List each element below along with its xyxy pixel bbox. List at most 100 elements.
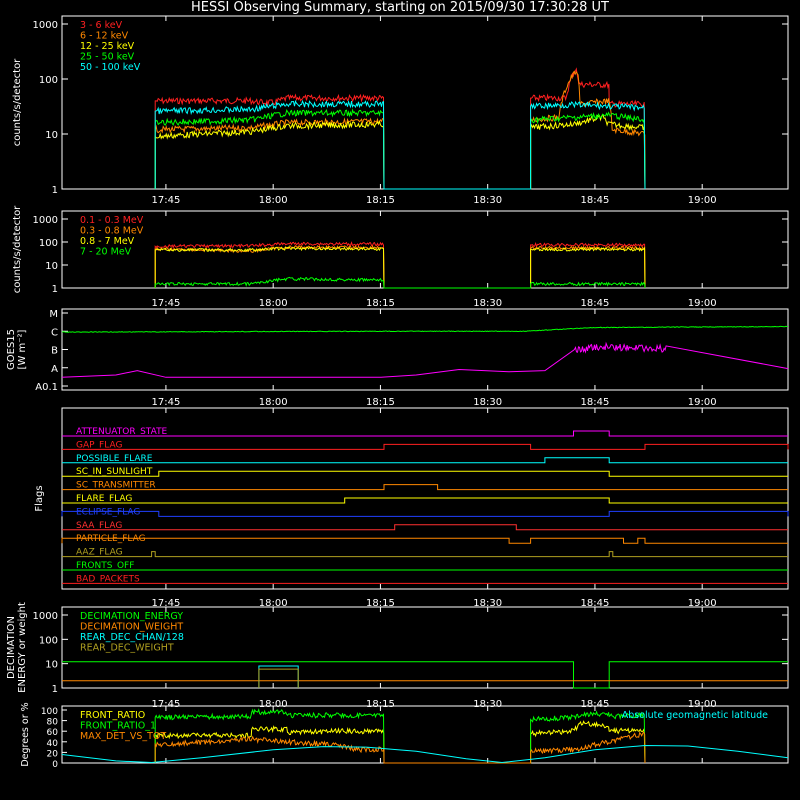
flag-label-possible-flare: POSSIBLE_FLARE [76, 454, 153, 464]
high_energy_rates-ytick-label: 100 [39, 238, 58, 249]
goes-ylabel: GOES15 [6, 329, 17, 370]
time-tick-label: 18:30 [473, 397, 502, 408]
flag-line-particle-flag [61, 537, 788, 544]
time-tick-label: 17:45 [152, 598, 181, 609]
low_energy_rates-ytick-label: 1000 [33, 20, 58, 31]
low_energy_rates-series-3-6-keV [154, 67, 646, 190]
flag-label-fronts-off: FRONTS_OFF [76, 561, 134, 571]
low_energy_rates-series-12-25-keV [154, 114, 646, 190]
low_energy_rates-legend-entry: 50 - 100 keV [80, 62, 141, 73]
low_energy_rates-ylabel: counts/s/detector [12, 58, 23, 146]
low_energy_rates-legend-entry: 25 - 50 keV [80, 52, 135, 63]
time-tick-label: 18:30 [473, 298, 502, 309]
flag-line-aaz-flag [62, 551, 788, 558]
time-tick-label: 18:00 [259, 298, 288, 309]
flag-line-attenuator-state [62, 430, 788, 437]
high_energy_rates-ylabel: counts/s/detector [12, 205, 23, 293]
ratios-ytick-label: 20 [47, 749, 59, 759]
low_energy_rates-ytick-label: 100 [39, 75, 58, 86]
goes-ytick-label: M [49, 309, 58, 320]
flags-frame [61, 407, 789, 590]
goes-ylabel-units: [W m⁻²] [17, 329, 28, 369]
time-tick-label: 18:30 [473, 195, 502, 206]
time-tick-label: 18:15 [366, 298, 395, 309]
flag-label-sc-transmitter: SC_TRANSMITTER [76, 481, 156, 491]
low_energy_rates-series-50-100-keV [154, 99, 646, 190]
ratios-series-front_ratio_1 [154, 708, 646, 764]
decimation-ytick-label: 1000 [33, 611, 58, 622]
time-tick-label: 18:30 [473, 598, 502, 609]
time-tick-label: 18:00 [259, 397, 288, 408]
time-tick-label: 18:45 [581, 598, 610, 609]
goes-ytick-label: A [51, 364, 58, 375]
ratios-ylabel: Degrees or % [20, 702, 31, 766]
flag-line-sc-in-sunlight [62, 470, 788, 477]
decimation-series-decimation_energy [62, 661, 788, 689]
flag-line-saa-flag [62, 524, 788, 531]
high_energy_rates-ytick-label: 1 [52, 284, 58, 295]
time-tick-label: 17:45 [152, 195, 181, 206]
high_energy_rates-legend-entry: 0.3 - 0.8 MeV [80, 226, 144, 237]
decimation-legend-entry: DECIMATION_WEIGHT [80, 622, 183, 633]
time-tick-label: 18:45 [581, 195, 610, 206]
flag-line-sc-transmitter [62, 484, 788, 491]
ratios-legend-entry: FRONT_RATIO_1 [80, 721, 156, 732]
ratios-ytick-label: 0 [52, 760, 58, 770]
time-tick-label: 18:45 [581, 397, 610, 408]
high_energy_rates-legend-entry: 0.1 - 0.3 MeV [80, 215, 144, 226]
time-tick-label: 18:15 [366, 598, 395, 609]
high_energy_rates-legend-entry: 7 - 20 MeV [80, 247, 132, 258]
ratios-legend-entry: FRONT_RATIO [80, 710, 145, 721]
low_energy_rates-legend-entry: 12 - 25 keV [80, 41, 135, 52]
chart-title: HESSI Observing Summary, starting on 201… [191, 0, 609, 15]
decimation-ylabel: DECIMATION [6, 616, 17, 679]
high_energy_rates-series-0-3-0-8-MeV [154, 244, 646, 289]
time-tick-label: 18:30 [473, 699, 502, 710]
goes-frame [61, 308, 789, 391]
decimation-ylabel-2: ENERGY or weight [17, 602, 28, 693]
time-tick-label: 18:15 [366, 397, 395, 408]
decimation-legend-entry: DECIMATION_ENERGY [80, 611, 183, 622]
ratios-series-max_det_vs_tot [154, 730, 646, 764]
ratios-ytick-label: 40 [47, 739, 59, 749]
time-tick-label: 18:00 [259, 195, 288, 206]
time-tick-label: 19:00 [688, 699, 717, 710]
time-tick-label: 17:45 [152, 397, 181, 408]
decimation-ytick-label: 100 [39, 635, 58, 646]
flag-line-eclipse-flag [61, 510, 789, 517]
low_energy_rates-ytick-label: 10 [45, 130, 58, 141]
flag-label-saa-flag: SAA_FLAG [76, 521, 122, 531]
decimation-frame [61, 606, 789, 689]
flag-line-possible-flare [62, 457, 788, 464]
low_energy_rates-series-25-50-keV [154, 108, 646, 190]
goes-ytick-label: A0.1 [35, 382, 58, 393]
time-tick-label: 18:15 [366, 699, 395, 710]
low_energy_rates-ytick-label: 1 [52, 185, 58, 196]
decimation-series-rear_dec_weight [258, 668, 299, 688]
ratios-series-front_ratio [154, 720, 646, 764]
decimation-ytick-label: 1 [52, 684, 58, 695]
low_energy_rates-legend-entry: 3 - 6 keV [80, 20, 123, 31]
high_energy_rates-series-0-1-0-3-MeV [154, 241, 646, 289]
flag-label-particle-flag: PARTICLE_FLAG [76, 534, 146, 544]
low_energy_rates-legend-entry: 6 - 12 keV [80, 31, 129, 42]
ratios-legend-entry: MAX_DET_VS_TOT [80, 731, 166, 742]
flag-label-sc-in-sunlight: SC_IN_SUNLIGHT [76, 467, 153, 477]
goes-series-short-channel [61, 341, 789, 378]
ratios-annotation: Absolute geomagnetic latitude [622, 710, 768, 721]
flags-ylabel: Flags [34, 485, 45, 511]
time-tick-label: 19:00 [688, 598, 717, 609]
time-tick-label: 18:00 [259, 699, 288, 710]
high_energy_rates-ytick-label: 1000 [33, 215, 58, 226]
decimation-legend-entry: REAR_DEC_WEIGHT [80, 643, 174, 654]
flag-label-attenuator-state: ATTENUATOR_STATE [76, 427, 168, 437]
high_energy_rates-legend-entry: 0.8 - 7 MeV [80, 236, 135, 247]
flag-label-gap-flag: GAP_FLAG [76, 440, 122, 450]
flag-line-flare-flag [62, 497, 788, 504]
ratios-ytick-label: 100 [41, 707, 58, 717]
low_energy_rates-series-6-12-keV [154, 70, 646, 190]
goes-ytick-label: C [51, 327, 58, 338]
time-tick-label: 18:45 [581, 298, 610, 309]
flag-line-gap-flag [62, 443, 789, 450]
